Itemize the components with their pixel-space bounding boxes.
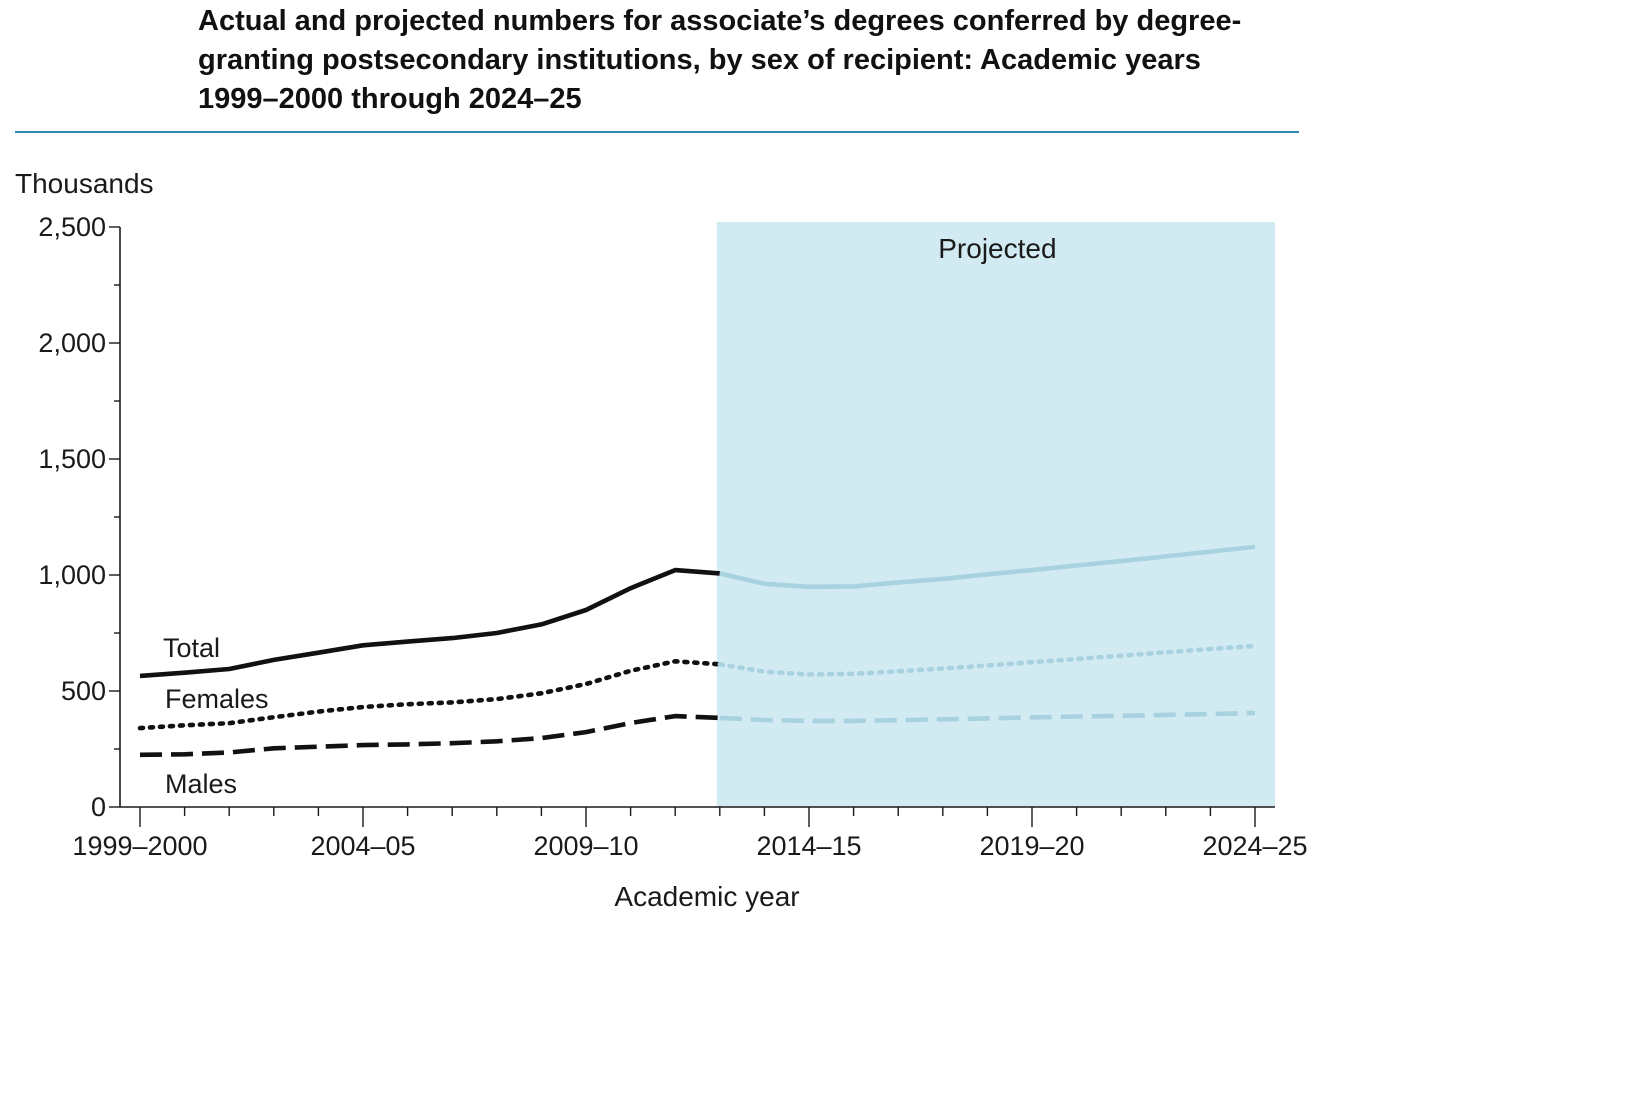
series-label-females: Females xyxy=(165,684,269,714)
y-tick-label: 0 xyxy=(91,792,106,822)
x-tick-label: 2014–15 xyxy=(756,831,861,861)
projected-label: Projected xyxy=(938,233,1056,264)
series-males-projected xyxy=(719,710,1256,724)
x-tick-label: 2019–20 xyxy=(979,831,1084,861)
series-females-actual xyxy=(137,659,723,731)
x-tick-label: 1999–2000 xyxy=(72,831,207,861)
series-total-actual xyxy=(139,567,720,679)
chart-title: Actual and projected numbers for associa… xyxy=(198,5,1242,115)
x-tick-label: 2004–05 xyxy=(310,831,415,861)
y-tick-label: 2,000 xyxy=(38,328,106,358)
axes: 0 500 1,000 1,500 2,000 2,500 1999–2000 2004–05… xyxy=(38,212,1307,861)
series-label-males: Males xyxy=(165,769,237,799)
series-total-projected xyxy=(719,544,1256,590)
x-axis-title: Academic year xyxy=(614,881,799,912)
title-rule xyxy=(15,131,1299,133)
y-tick-label: 500 xyxy=(61,676,106,706)
x-tick-label: 2024–25 xyxy=(1202,831,1307,861)
series-label-total: Total xyxy=(163,633,220,663)
y-tick-label: 1,000 xyxy=(38,560,106,590)
series-males-actual xyxy=(139,713,720,758)
y-tick-label: 2,500 xyxy=(38,212,106,242)
x-tick-label: 2009–10 xyxy=(533,831,638,861)
y-tick-label: 1,500 xyxy=(38,444,106,474)
series-layer xyxy=(137,544,1258,758)
series-females-projected xyxy=(717,643,1258,677)
y-axis-title: Thousands xyxy=(15,168,154,199)
projected-region xyxy=(716,222,1275,807)
